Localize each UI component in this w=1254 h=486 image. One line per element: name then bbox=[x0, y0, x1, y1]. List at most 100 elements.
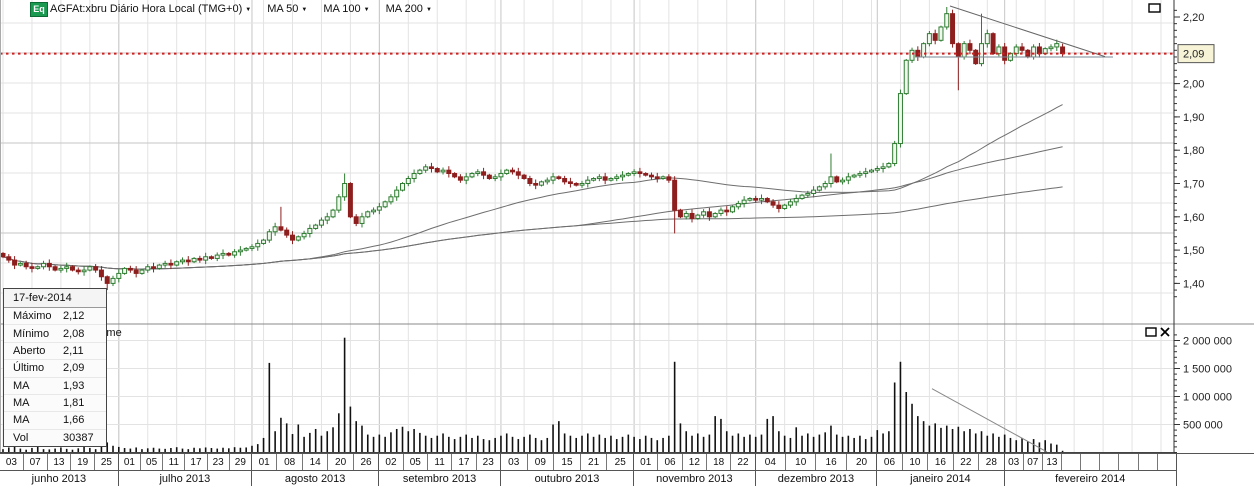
ma50-label: MA 50 bbox=[267, 3, 299, 15]
day-label-cell: 05 bbox=[404, 454, 428, 470]
month-section: 04 10 16 20 dezembro 2013 bbox=[755, 454, 878, 486]
tooltip-row-label: Aberto bbox=[13, 344, 46, 357]
day-label-cell: 23 bbox=[208, 454, 230, 470]
equity-badge: Eq bbox=[30, 1, 48, 17]
day-label-cell: 03 bbox=[1005, 454, 1024, 470]
chevron-down-icon: ▼ bbox=[363, 6, 370, 13]
tooltip-row-label: MA bbox=[13, 397, 30, 410]
day-label-cell: 18 bbox=[707, 454, 732, 470]
day-label-cell: 10 bbox=[903, 454, 929, 470]
day-label-cell: 28 bbox=[985, 456, 997, 468]
day-label-cell: 06 bbox=[658, 454, 683, 470]
day-label-cell: 16 bbox=[928, 454, 954, 470]
day-label-cell: 01 bbox=[119, 454, 141, 470]
volume-trendline bbox=[931, 388, 1048, 453]
day-label-cell: 07 bbox=[24, 454, 48, 470]
restore-icon[interactable] bbox=[1145, 327, 1157, 337]
day-label-cell: 01 bbox=[634, 454, 659, 470]
close-icon[interactable] bbox=[1160, 327, 1170, 337]
tooltip-row: Máximo 2,12 bbox=[4, 308, 106, 326]
trendline-annotations[interactable] bbox=[915, 5, 1113, 453]
tooltip-row-label: Vol bbox=[13, 431, 29, 444]
month-label: junho 2013 bbox=[31, 473, 87, 485]
tooltip-row-label: MA bbox=[13, 379, 30, 392]
day-label-cell: 10 bbox=[786, 454, 817, 470]
month-label: janeiro 2014 bbox=[910, 473, 971, 485]
ma100-dropdown[interactable]: MA 100 ▼ bbox=[323, 3, 369, 15]
svg-text:1,40: 1,40 bbox=[1183, 278, 1204, 290]
symbol-interval-dropdown[interactable]: AGFAt:xbru Diário Hora Local (TMG+0) ▼ bbox=[50, 3, 251, 15]
day-label-cell: 16 bbox=[816, 454, 847, 470]
date-axis[interactable]: 03 07 13 19 25 junho 2013 01 05 11 17 23 29 julho 20… bbox=[0, 453, 1254, 486]
tooltip-row-label: Mínimo bbox=[13, 327, 50, 340]
tooltip-row-label: Máximo bbox=[13, 310, 52, 323]
tooltip-row: Aberto 2,11 bbox=[4, 343, 106, 361]
svg-text:1,70: 1,70 bbox=[1183, 179, 1204, 191]
tooltip-row: Mínimo 2,08 bbox=[4, 325, 106, 343]
day-label-cell: 26 bbox=[360, 456, 372, 468]
tooltip-row-label: Último bbox=[13, 362, 45, 375]
svg-text:2 000 000: 2 000 000 bbox=[1183, 336, 1232, 348]
month-section: 01 06 12 18 22 novembro 2013 bbox=[634, 454, 756, 486]
day-label-cell bbox=[1139, 454, 1158, 470]
day-label-cell: 22 bbox=[737, 456, 749, 468]
day-label-cell: 01 bbox=[252, 454, 278, 470]
day-label-cell: 09 bbox=[528, 454, 555, 470]
chevron-down-icon: ▼ bbox=[301, 6, 308, 13]
resistance-trendline bbox=[949, 5, 1106, 58]
day-label-cell: 13 bbox=[1043, 454, 1063, 470]
month-section: 03 07 13 19 25 junho 2013 bbox=[0, 454, 119, 486]
month-section: 03 09 15 21 25 outubro 2013 bbox=[500, 454, 635, 486]
month-label: setembro 2013 bbox=[402, 473, 477, 485]
month-label: outubro 2013 bbox=[534, 473, 600, 485]
day-label-cell: 12 bbox=[683, 454, 707, 470]
chevron-down-icon: ▼ bbox=[245, 6, 252, 13]
ma200-label: MA 200 bbox=[385, 3, 423, 15]
month-label: novembro 2013 bbox=[656, 473, 733, 485]
maximize-icon[interactable] bbox=[1148, 3, 1161, 13]
svg-text:2,20: 2,20 bbox=[1183, 12, 1204, 24]
ma100-label: MA 100 bbox=[323, 3, 361, 15]
ma200-dropdown[interactable]: MA 200 ▼ bbox=[386, 3, 432, 15]
price-axis: 2,20 2,00 1,90 1,80 1,70 1,60 1,50 1,40 2,09 bbox=[1174, 9, 1215, 298]
month-section: 02 05 11 17 23 setembro 2013 bbox=[379, 454, 501, 486]
day-label-cell bbox=[1081, 454, 1101, 470]
ma50-dropdown[interactable]: MA 50 ▼ bbox=[267, 3, 307, 15]
day-label-cell: 23 bbox=[482, 456, 494, 468]
chevron-down-icon: ▼ bbox=[425, 6, 432, 13]
day-label-cell: 04 bbox=[756, 454, 787, 470]
tooltip-row-value: 2,11 bbox=[63, 344, 84, 357]
last-price-label: 2,09 bbox=[1183, 49, 1204, 61]
day-label-cell: 20 bbox=[328, 454, 354, 470]
day-label-cell: 11 bbox=[428, 454, 453, 470]
day-label-cell: 02 bbox=[379, 454, 404, 470]
tooltip-row-value: 2,12 bbox=[63, 310, 85, 323]
tooltip-row-value: 2,09 bbox=[63, 362, 85, 375]
svg-text:1,80: 1,80 bbox=[1183, 145, 1204, 157]
symbol-title: AGFAt:xbru Diário Hora Local (TMG+0) bbox=[50, 3, 243, 15]
day-label-cell bbox=[1062, 454, 1082, 470]
day-label-cell bbox=[1100, 454, 1120, 470]
grid-lines bbox=[0, 0, 1174, 453]
day-label-cell: 21 bbox=[581, 454, 608, 470]
ohlc-tooltip: 17-fev-2014 Máximo 2,12 Mínimo 2,08 Aberto 2,… bbox=[3, 288, 107, 447]
chart-toolbar: Eq AGFAt:xbru Diário Hora Local (TMG+0) … bbox=[0, 0, 1254, 18]
tooltip-row-value: 2,08 bbox=[63, 327, 85, 340]
day-label-cell bbox=[1158, 454, 1176, 470]
tooltip-row: MA 1,66 bbox=[4, 412, 106, 430]
day-label-cell: 03 bbox=[0, 454, 24, 470]
month-label: dezembro 2013 bbox=[777, 473, 855, 485]
svg-text:2,00: 2,00 bbox=[1183, 79, 1204, 91]
day-label-cell: 17 bbox=[452, 454, 477, 470]
day-label-cell: 06 bbox=[877, 454, 903, 470]
day-label-cell: 07 bbox=[1024, 454, 1043, 470]
tooltip-row: Último 2,09 bbox=[4, 360, 106, 378]
ma-200-line bbox=[2, 186, 1063, 270]
month-section: 06 10 16 22 28 janeiro 2014 bbox=[877, 454, 1005, 486]
day-label-cell: 20 bbox=[855, 456, 868, 468]
day-label-cell: 05 bbox=[141, 454, 164, 470]
day-label-cell: 25 bbox=[614, 456, 626, 468]
volume-axis: 2 000 000 1 500 000 1 000 000 500 000 bbox=[1174, 334, 1232, 453]
tooltip-row-value: 1,66 bbox=[63, 414, 85, 427]
